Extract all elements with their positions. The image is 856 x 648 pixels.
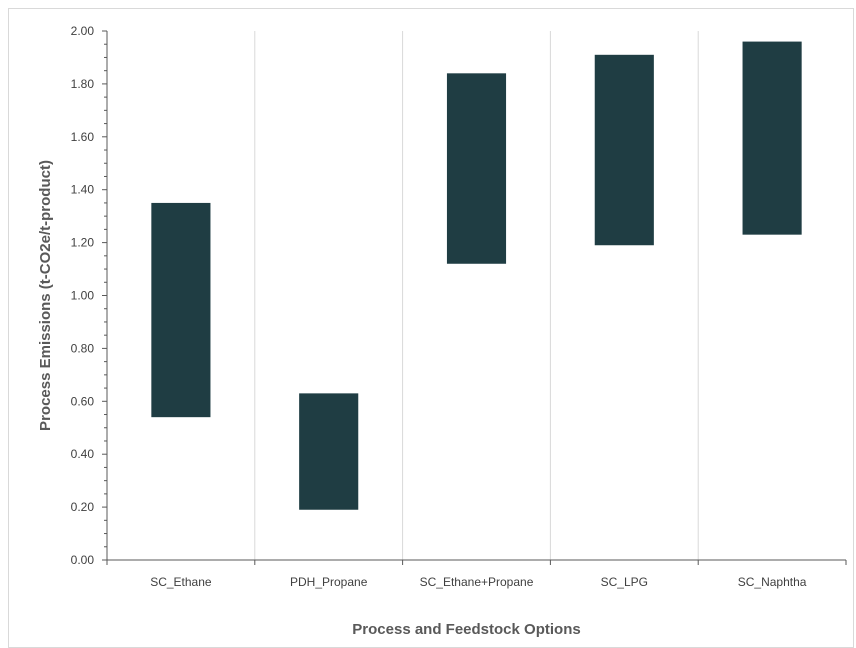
x-category-label: SC_LPG	[601, 575, 648, 589]
chart-frame	[8, 8, 854, 648]
y-tick-label: 0.40	[71, 447, 95, 461]
range-bar-sc-ethane-propane	[446, 73, 507, 264]
y-axis-title: Process Emissions (t-CO2e/t-product)	[37, 160, 54, 431]
x-category-label: SC_Ethane	[150, 575, 212, 589]
y-axis: 0.00 0.20 0.40 0.60 0.80 1.00 1.20 1.40 1.60 1.80…	[71, 24, 108, 567]
y-tick-label: 1.40	[71, 183, 95, 197]
range-bar-sc-lpg	[594, 54, 654, 246]
category-separators	[254, 31, 699, 560]
y-tick-label: 2.00	[71, 24, 95, 38]
y-tick-label: 1.00	[71, 289, 95, 303]
y-tick-label: 1.60	[71, 130, 95, 144]
y-tick-label: 1.20	[71, 236, 95, 250]
range-bar-sc-ethane	[151, 202, 211, 418]
y-tick-label: 0.00	[71, 553, 95, 567]
range-bar-sc-naphtha	[742, 41, 802, 235]
y-tick-label: 1.80	[71, 77, 95, 91]
y-tick-label: 0.60	[71, 394, 95, 408]
x-category-label: SC_Ethane+Propane	[420, 575, 534, 589]
x-category-label: PDH_Propane	[290, 575, 368, 589]
y-tick-label: 0.80	[71, 341, 95, 355]
range-bar-pdh-propane	[299, 393, 359, 510]
bars-layer	[151, 41, 802, 510]
x-category-label: SC_Naphtha	[738, 575, 807, 589]
y-tick-label: 0.20	[71, 500, 95, 514]
x-axis: SC_Ethane PDH_Propane SC_Ethane+Propane SC_…	[106, 559, 847, 589]
x-axis-title: Process and Feedstock Options	[352, 621, 580, 638]
